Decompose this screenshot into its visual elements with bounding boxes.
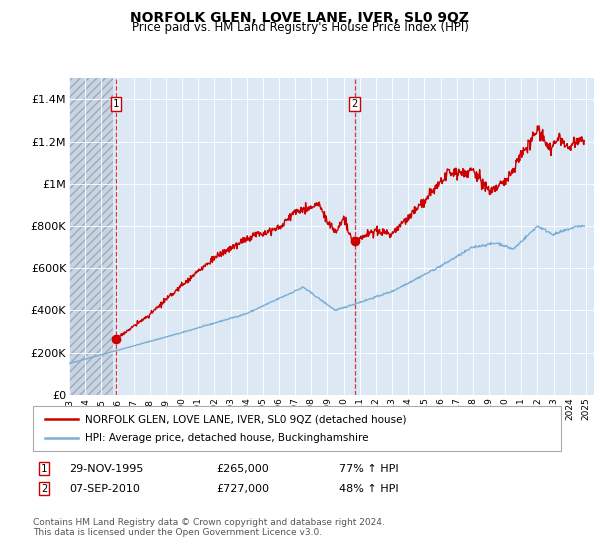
Text: £265,000: £265,000 [216,464,269,474]
Text: 1: 1 [113,99,119,109]
Text: 2: 2 [41,484,47,494]
Bar [69,78,113,395]
Text: 48% ↑ HPI: 48% ↑ HPI [339,484,398,494]
Text: NORFOLK GLEN, LOVE LANE, IVER, SL0 9QZ: NORFOLK GLEN, LOVE LANE, IVER, SL0 9QZ [131,11,470,25]
Text: £727,000: £727,000 [216,484,269,494]
Text: 29-NOV-1995: 29-NOV-1995 [69,464,143,474]
Text: 2: 2 [352,99,358,109]
Text: NORFOLK GLEN, LOVE LANE, IVER, SL0 9QZ (detached house): NORFOLK GLEN, LOVE LANE, IVER, SL0 9QZ (… [85,414,407,424]
Text: Price paid vs. HM Land Registry's House Price Index (HPI): Price paid vs. HM Land Registry's House … [131,21,469,34]
Text: 07-SEP-2010: 07-SEP-2010 [69,484,140,494]
Text: 77% ↑ HPI: 77% ↑ HPI [339,464,398,474]
Text: Contains HM Land Registry data © Crown copyright and database right 2024.
This d: Contains HM Land Registry data © Crown c… [33,518,385,538]
Text: HPI: Average price, detached house, Buckinghamshire: HPI: Average price, detached house, Buck… [85,433,368,444]
Text: 1: 1 [41,464,47,474]
